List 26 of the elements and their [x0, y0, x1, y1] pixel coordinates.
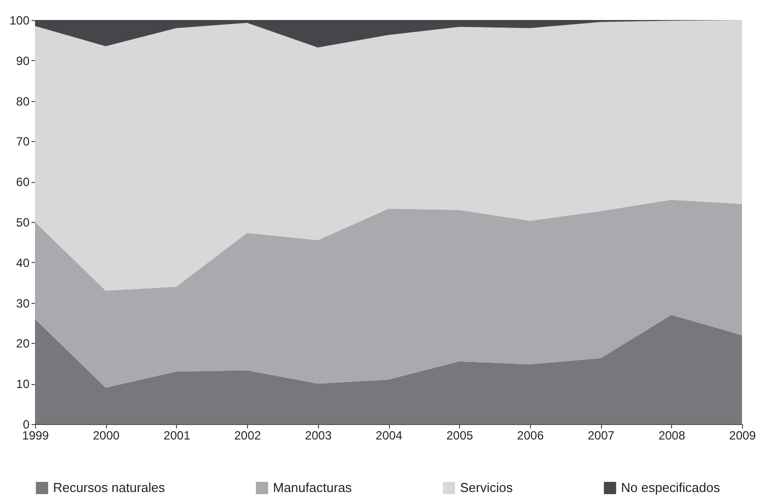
y-tick-label: 60: [16, 175, 30, 190]
x-tick-label: 2005: [446, 428, 474, 442]
y-tick-label: 100: [9, 14, 30, 28]
x-tick-label: 2006: [517, 428, 544, 442]
y-tick-label: 90: [16, 54, 30, 68]
legend-label: Recursos naturales: [53, 480, 166, 495]
legend-label: Manufacturas: [273, 480, 352, 495]
y-tick-label: 0: [22, 418, 30, 432]
y-tick-label: 40: [16, 256, 30, 270]
y-tick-label: 10: [16, 377, 30, 392]
x-tick-label: 2004: [376, 428, 403, 442]
y-tick-label: 30: [16, 296, 30, 310]
x-tick-label: 2007: [588, 428, 615, 442]
x-tick-label: 2001: [164, 428, 191, 442]
x-tick-label: 2008: [658, 428, 686, 442]
legend-label: Servicios: [460, 480, 514, 495]
x-tick-label: 1999: [22, 428, 50, 442]
x-tick-label: 2000: [92, 428, 120, 442]
y-tick-label: 80: [16, 94, 30, 108]
x-tick-label: 2003: [304, 428, 332, 442]
y-tick-label: 50: [16, 216, 30, 230]
y-tick-label: 20: [16, 336, 30, 351]
y-tick-label: 70: [16, 134, 30, 149]
x-tick-label: 2009: [729, 428, 756, 442]
legend-label: No especificados: [621, 480, 720, 495]
x-tick-label: 2002: [234, 428, 262, 442]
